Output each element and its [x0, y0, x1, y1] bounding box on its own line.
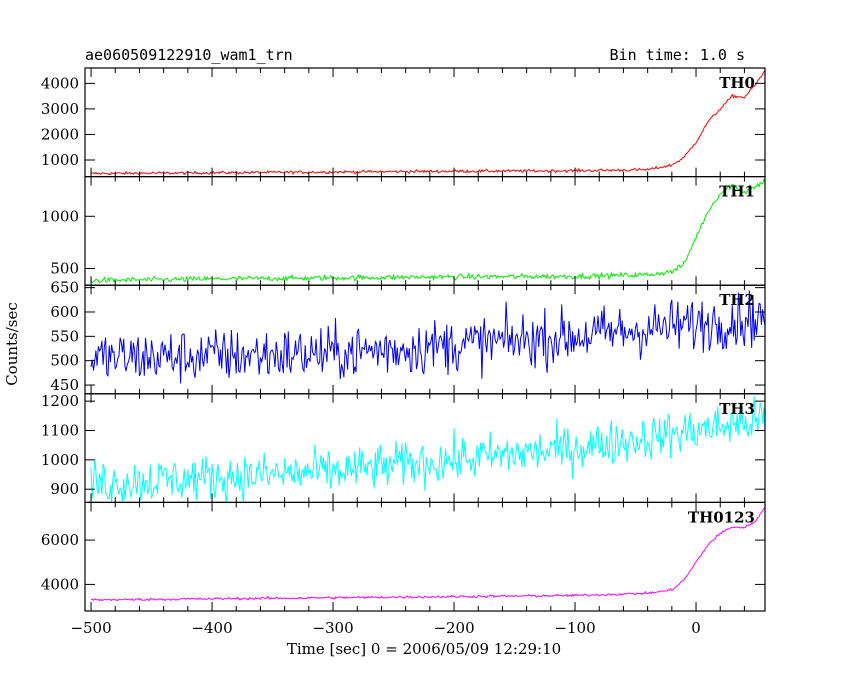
panel-frame — [84, 67, 766, 178]
series-line-th1 — [90, 178, 765, 284]
x-tick-label: −100 — [554, 619, 595, 637]
chart-title: ae060509122910_wam1_trn — [85, 46, 293, 64]
y-tick-label: 500 — [50, 352, 79, 370]
series-line-th2 — [90, 290, 765, 384]
x-tick-label: −300 — [312, 619, 353, 637]
y-tick-label: 6000 — [41, 531, 79, 549]
y-tick-label: 900 — [50, 480, 79, 498]
y-tick-label: 1000 — [41, 207, 79, 225]
y-tick-label: 450 — [50, 376, 79, 394]
x-tick-label: −400 — [191, 619, 232, 637]
y-tick-label: 550 — [50, 327, 79, 345]
panel-label-th2: TH2 — [719, 291, 755, 309]
x-tick-label: 0 — [691, 619, 701, 637]
y-tick-label: 650 — [50, 279, 79, 297]
panel-label-th1: TH1 — [719, 183, 755, 201]
panel-th3: TH3 900 1000 1100 1200 — [41, 392, 766, 503]
y-tick-label: 1000 — [41, 151, 79, 169]
x-tick-label: −200 — [433, 619, 474, 637]
y-tick-label: 1000 — [41, 451, 79, 469]
y-tick-label: 2000 — [41, 125, 79, 143]
y-tick-label: 500 — [50, 259, 79, 277]
y-axis-label: Counts/sec — [3, 302, 21, 386]
x-axis-label: Time [sec] 0 = 2006/05/09 12:29:10 — [287, 640, 561, 658]
y-tick-label: 4000 — [41, 74, 79, 92]
y-tick-label: 3000 — [41, 100, 79, 118]
panel-th1: TH1 500 1000 — [41, 176, 766, 286]
panel-label-th0123: TH0123 — [688, 508, 755, 526]
bin-time-label: Bin time: 1.0 s — [610, 46, 745, 64]
panel-th0123: TH0123 4000 6000 — [41, 501, 766, 612]
panel-frame — [84, 176, 766, 286]
panel-label-th0: TH0 — [719, 74, 755, 92]
series-line-th0123 — [90, 506, 765, 602]
y-tick-label: 1100 — [41, 421, 79, 439]
x-tick-label: −500 — [70, 619, 111, 637]
y-tick-label: 600 — [50, 303, 79, 321]
y-tick-label: 1200 — [41, 392, 79, 410]
panel-th0: TH0 1000 2000 3000 4000 — [41, 67, 766, 178]
series-line-th0 — [90, 69, 765, 176]
panel-label-th3: TH3 — [719, 400, 755, 418]
y-tick-label: 4000 — [41, 575, 79, 593]
panels-group: TH0 1000 2000 3000 4000 TH1 500 1000 TH2 450 500 55… — [41, 67, 766, 637]
panel-th2: TH2 450 500 550 600 650 — [50, 279, 766, 395]
series-line-th3 — [90, 395, 765, 503]
panel-frame — [84, 501, 766, 612]
panel-frame — [84, 284, 766, 395]
